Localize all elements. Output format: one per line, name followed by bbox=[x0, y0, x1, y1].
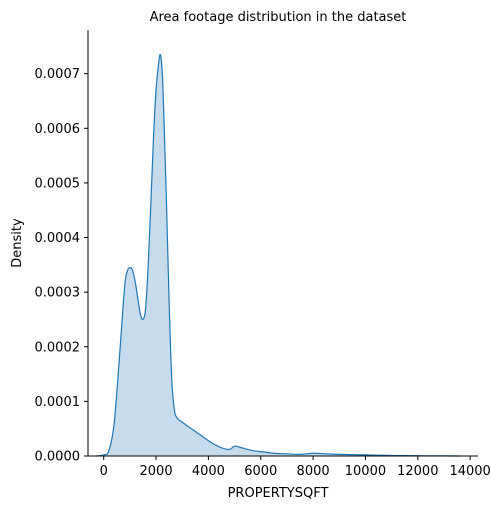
y-tick-label: 0.0007 bbox=[35, 67, 81, 82]
density-area-fill bbox=[95, 54, 460, 456]
x-tick-label: 14000 bbox=[449, 464, 490, 479]
plot-area bbox=[95, 53, 460, 457]
y-tick-label: 0.0005 bbox=[35, 176, 81, 191]
x-tick-label: 10000 bbox=[345, 464, 386, 479]
x-axis-title: PROPERTYSQFT bbox=[228, 486, 329, 501]
x-tick-label: 12000 bbox=[397, 464, 438, 479]
y-axis-title: Density bbox=[10, 218, 25, 268]
y-tick-label: 0.0004 bbox=[35, 231, 81, 246]
x-tick-label: 6000 bbox=[244, 464, 277, 479]
x-tick-label: 4000 bbox=[192, 464, 225, 479]
x-tick-label: 2000 bbox=[140, 464, 173, 479]
y-tick-label: 0.0003 bbox=[35, 286, 81, 301]
y-tick-label: 0.0000 bbox=[35, 450, 81, 465]
chart-title: Area footage distribution in the dataset bbox=[150, 10, 407, 25]
y-axis-ticks: 0.0000 0.0001 0.0002 0.0003 0.0004 0.0005 0.00… bbox=[35, 67, 88, 465]
y-tick-label: 0.0001 bbox=[35, 395, 81, 410]
density-curve bbox=[95, 53, 460, 457]
x-axis-ticks: 0 2000 4000 6000 8000 10000 12000 14000 bbox=[100, 456, 491, 479]
x-tick-label: 0 bbox=[100, 464, 108, 479]
y-tick-label: 0.0006 bbox=[35, 122, 81, 137]
x-tick-label: 8000 bbox=[297, 464, 330, 479]
y-tick-label: 0.0002 bbox=[35, 340, 81, 355]
